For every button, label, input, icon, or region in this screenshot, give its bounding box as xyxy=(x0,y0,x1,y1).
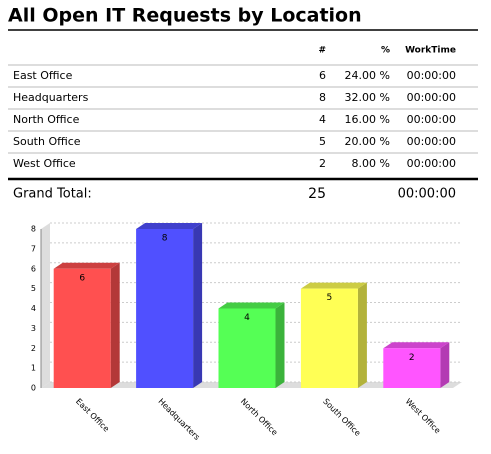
y-tick-label: 8 xyxy=(31,225,36,234)
bar xyxy=(383,348,441,388)
bar-top xyxy=(383,342,450,349)
y-tick-label: 4 xyxy=(31,304,36,313)
cell: 24.00 % xyxy=(345,69,390,82)
row-label: South Office xyxy=(13,135,81,148)
bar xyxy=(53,268,111,388)
y-tick-label: 1 xyxy=(31,364,36,373)
cell: 2 xyxy=(319,157,326,170)
x-tick-label: West Office xyxy=(404,397,443,436)
y-tick-label: 7 xyxy=(31,244,36,253)
y-tick-label: 0 xyxy=(31,384,36,393)
cell: 00:00:00 xyxy=(407,157,456,170)
row-label: West Office xyxy=(13,157,76,170)
cell: 00:00:00 xyxy=(407,113,456,126)
cell: 4 xyxy=(319,113,326,126)
bar-side xyxy=(440,342,450,388)
total-cell: 25 xyxy=(308,186,326,202)
total-cell: 00:00:00 xyxy=(398,187,456,202)
bar-top xyxy=(53,262,120,269)
bar xyxy=(300,288,358,388)
bar xyxy=(218,308,276,388)
cell: 20.00 % xyxy=(345,135,390,148)
y-tick-label: 3 xyxy=(31,324,36,333)
bar xyxy=(136,229,194,388)
column-header: # xyxy=(318,46,326,56)
y-tick-label: 6 xyxy=(31,264,36,273)
cell: 32.00 % xyxy=(345,91,390,104)
cell: 00:00:00 xyxy=(407,91,456,104)
wall xyxy=(41,223,50,388)
row-label: North Office xyxy=(13,113,80,126)
x-tick-label: North Office xyxy=(239,397,280,438)
y-tick-label: 5 xyxy=(31,284,36,293)
bar-top xyxy=(136,223,203,229)
bar-top xyxy=(218,302,285,309)
bar-side xyxy=(357,282,367,388)
value-label: 2 xyxy=(409,353,415,363)
cell: 00:00:00 xyxy=(407,69,456,82)
y-tick-label: 2 xyxy=(31,344,36,353)
cell: 00:00:00 xyxy=(407,135,456,148)
value-label: 6 xyxy=(79,273,85,283)
bar-side xyxy=(110,262,120,388)
cell: 8 xyxy=(319,91,326,104)
cell: 6 xyxy=(319,69,326,82)
value-label: 5 xyxy=(327,293,333,303)
cell: 8.00 % xyxy=(352,157,390,170)
x-tick-label: East Office xyxy=(74,397,111,434)
column-header: WorkTime xyxy=(405,46,456,56)
bar-side xyxy=(193,223,203,388)
report-title: All Open IT Requests by Location xyxy=(8,5,362,27)
row-label: East Office xyxy=(13,69,73,82)
bar-top xyxy=(300,282,367,289)
bar-side xyxy=(275,302,285,388)
total-cell: Grand Total: xyxy=(13,187,92,202)
x-tick-label: Headquarters xyxy=(156,397,201,442)
value-label: 4 xyxy=(244,313,250,323)
cell: 5 xyxy=(319,135,326,148)
cell: 16.00 % xyxy=(345,113,390,126)
row-label: Headquarters xyxy=(13,91,89,104)
column-header: % xyxy=(381,46,390,56)
value-label: 8 xyxy=(162,234,168,244)
x-tick-label: South Office xyxy=(321,397,362,438)
